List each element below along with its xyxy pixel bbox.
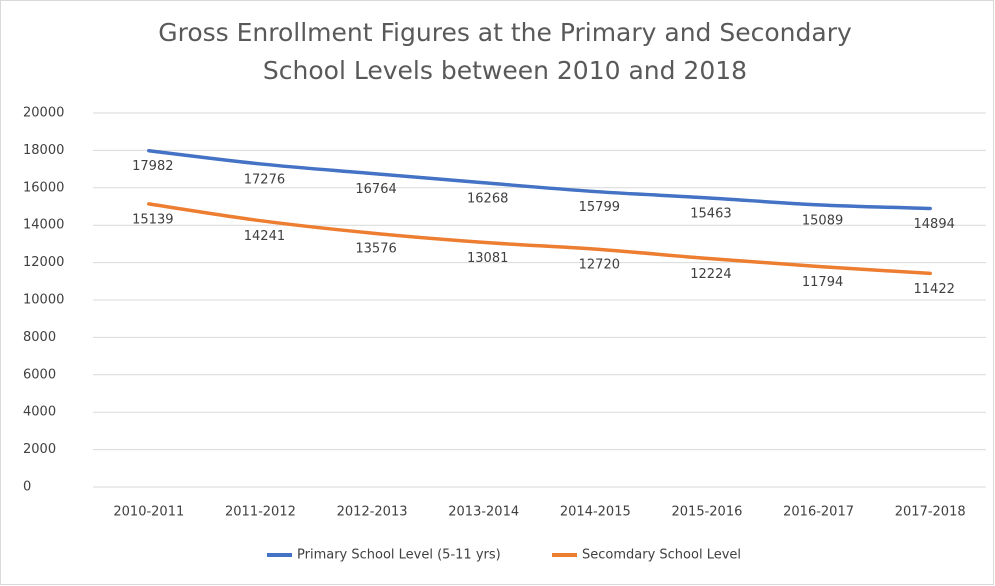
data-label: 15139 xyxy=(132,212,173,227)
data-label: 17982 xyxy=(132,159,173,174)
x-tick-label: 2013-2014 xyxy=(448,505,519,520)
x-tick-label: 2012-2013 xyxy=(337,505,408,520)
series-line xyxy=(147,202,932,276)
y-tick-label: 16000 xyxy=(23,180,64,195)
y-tick-label: 0 xyxy=(23,480,31,495)
x-tick-label: 2015-2016 xyxy=(672,505,743,520)
y-tick-label: 14000 xyxy=(23,218,64,233)
y-tick-label: 4000 xyxy=(23,405,56,420)
data-label: 17276 xyxy=(244,172,285,187)
data-label: 11794 xyxy=(802,275,843,290)
data-label: 15799 xyxy=(579,200,620,215)
y-tick-label: 18000 xyxy=(23,143,64,158)
y-tick-label: 20000 xyxy=(23,106,64,121)
data-label: 16764 xyxy=(355,182,396,197)
y-tick-label: 6000 xyxy=(23,367,56,382)
data-label: 13081 xyxy=(467,251,508,266)
y-tick-label: 10000 xyxy=(23,293,64,308)
data-label: 11422 xyxy=(914,282,955,297)
x-tick-label: 2017-2018 xyxy=(895,505,966,520)
data-label: 14894 xyxy=(914,217,955,232)
x-tick-label: 2010-2011 xyxy=(113,505,184,520)
chart-title: Gross Enrollment Figures at the Primary … xyxy=(158,18,852,85)
y-tick-label: 8000 xyxy=(23,330,56,345)
x-tick-label: 2016-2017 xyxy=(783,505,854,520)
data-label: 13576 xyxy=(355,242,396,257)
data-label: 16268 xyxy=(467,191,508,206)
data-label: 12720 xyxy=(579,258,620,273)
data-label: 12224 xyxy=(690,267,731,282)
x-tick-label: 2011-2012 xyxy=(225,505,296,520)
data-label: 15089 xyxy=(802,213,843,228)
y-tick-label: 12000 xyxy=(23,255,64,270)
y-tick-label: 2000 xyxy=(23,442,56,457)
x-tick-label: 2014-2015 xyxy=(560,505,631,520)
series-line xyxy=(147,148,932,211)
legend-label: Secomdary School Level xyxy=(582,548,741,563)
data-label: 15463 xyxy=(690,206,731,221)
data-label: 14241 xyxy=(244,229,285,244)
legend-label: Primary School Level (5-11 yrs) xyxy=(297,548,501,563)
